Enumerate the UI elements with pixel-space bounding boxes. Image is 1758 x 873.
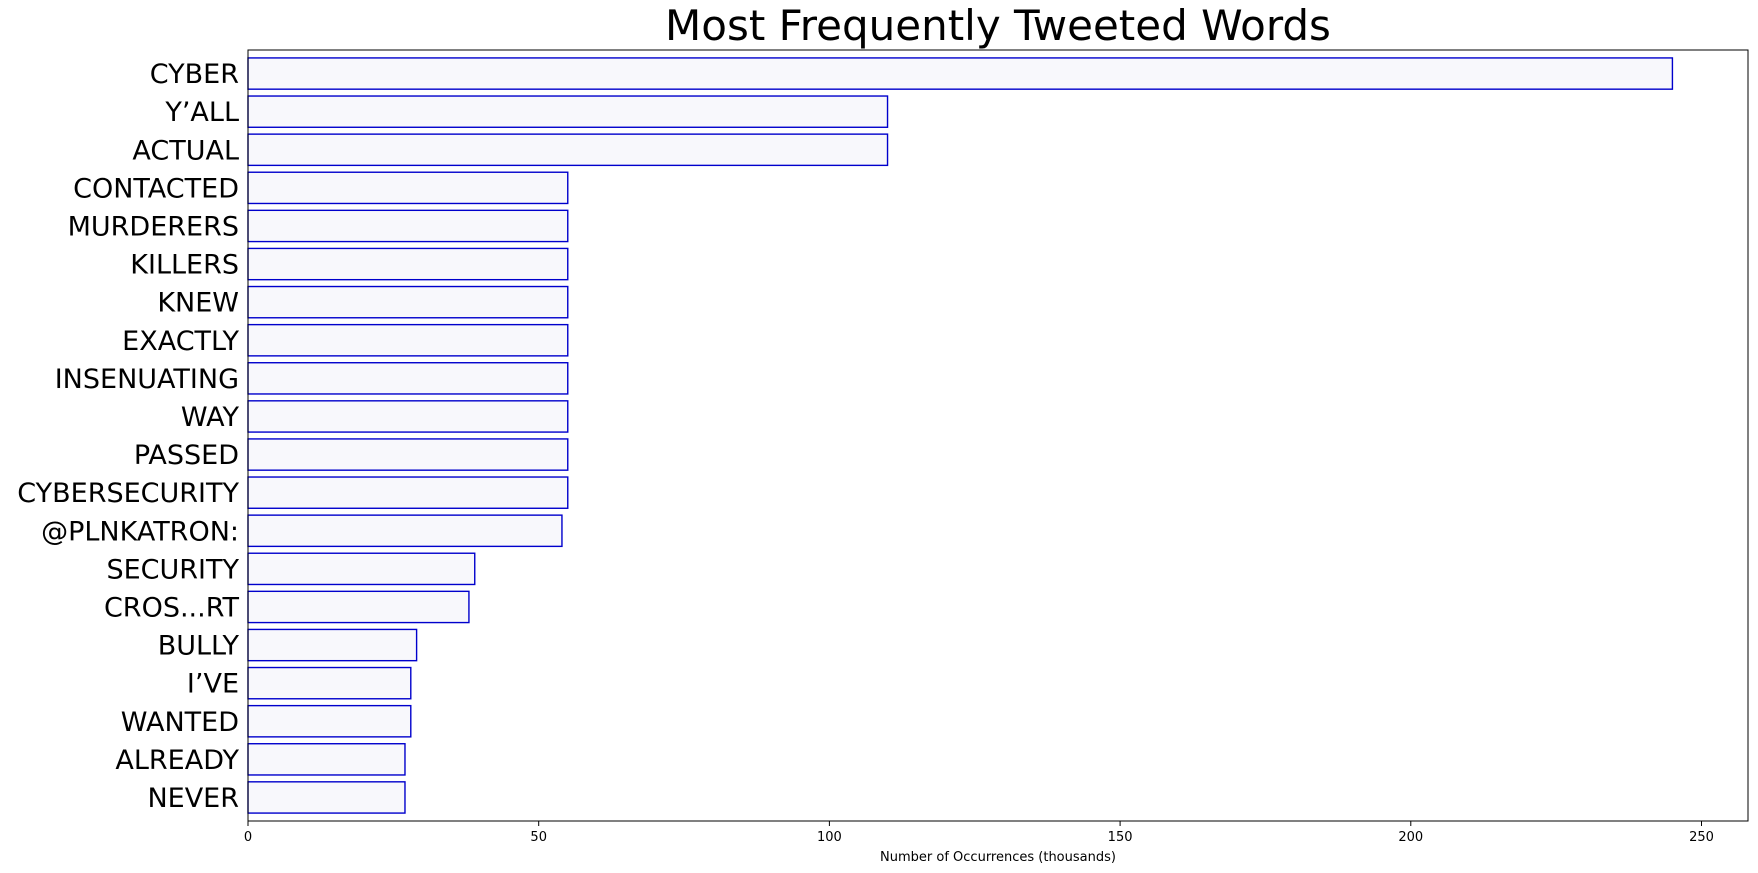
category-label-cyber: CYBER <box>150 59 239 90</box>
category-label-security: SECURITY <box>106 554 239 585</box>
category-labels-group: CYBER Y’ALL ACTUAL CONTACTED MURDERERS KILLER… <box>17 59 239 814</box>
category-label-never: NEVER <box>147 783 239 814</box>
category-label-wanted: WANTED <box>121 707 239 738</box>
bar-wanted <box>247 704 412 738</box>
category-label-y-all: Y’ALL <box>164 97 239 128</box>
category-label-i-ve: I’VE <box>187 669 239 700</box>
bar-plnkatron <box>247 514 563 548</box>
bar-insenuating <box>247 362 569 395</box>
bar-killers <box>247 247 569 281</box>
category-label-murderers: MURDERERS <box>68 211 239 242</box>
bar-murderers <box>247 209 569 243</box>
category-label-exactly: EXACTLY <box>122 326 239 357</box>
category-label-passed: PASSED <box>134 440 239 471</box>
bar-i-ve <box>247 666 412 700</box>
category-label-plnkatron: @PLNKATRON: <box>41 516 239 547</box>
x-tick-label-250: 250 <box>1689 830 1714 845</box>
chart-title: Most Frequently Tweeted Words <box>665 1 1331 50</box>
bar-already <box>247 743 406 776</box>
category-label-killers: KILLERS <box>130 250 239 281</box>
bar-knew <box>247 285 569 319</box>
x-tick-label-50: 50 <box>530 830 547 845</box>
category-label-insenuating: INSENUATING <box>55 364 239 395</box>
x-tick-label-0: 0 <box>244 830 252 845</box>
x-tick-label-100: 100 <box>817 830 842 845</box>
category-label-bully: BULLY <box>158 631 240 662</box>
category-label-contacted: CONTACTED <box>73 173 239 204</box>
bar-contacted <box>247 171 569 205</box>
bar-passed <box>247 438 569 471</box>
bar-cros-rt <box>247 590 470 624</box>
bar-security <box>247 552 476 586</box>
axes-frame <box>247 49 1749 822</box>
category-label-cybersecurity: CYBERSECURITY <box>17 478 239 509</box>
category-label-actual: ACTUAL <box>132 135 239 166</box>
x-axis-label: Number of Occurrences (thousands) <box>880 850 1116 865</box>
bar-exactly <box>247 323 569 357</box>
bars-group <box>247 57 1674 814</box>
x-tick-label-200: 200 <box>1398 830 1423 845</box>
x-tick-label-150: 150 <box>1108 830 1133 845</box>
bar-way <box>247 400 569 433</box>
bar-y-all <box>247 95 889 128</box>
bar-bully <box>247 628 418 662</box>
category-label-way: WAY <box>181 402 240 433</box>
category-label-already: ALREADY <box>115 745 239 776</box>
bar-never <box>247 781 406 814</box>
bar-cyber <box>247 57 1674 90</box>
bar-actual <box>247 133 889 167</box>
x-ticks-group: 0 50 100 150 200 250 <box>244 821 1714 845</box>
category-label-knew: KNEW <box>157 288 239 319</box>
bar-cybersecurity <box>247 476 569 509</box>
category-label-cros-rt: CROS...RT <box>104 592 240 623</box>
